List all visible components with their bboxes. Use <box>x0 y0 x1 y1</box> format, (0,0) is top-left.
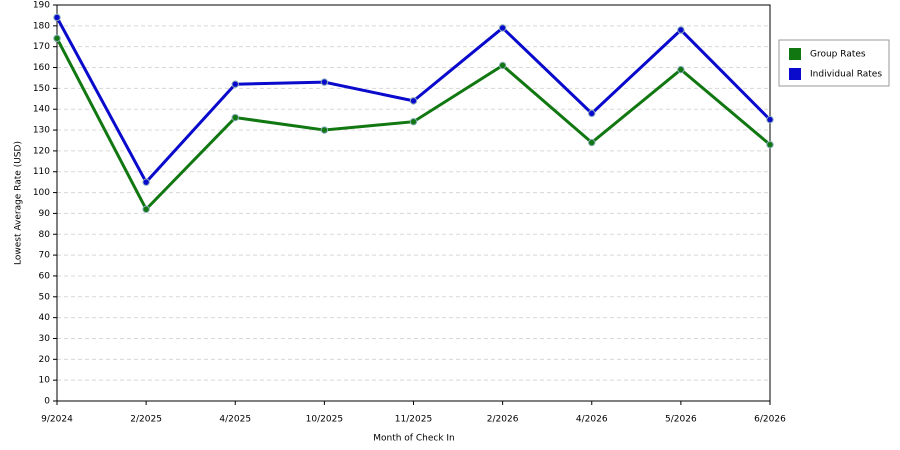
data-point <box>588 109 596 118</box>
y-tick-label: 120 <box>33 146 50 156</box>
y-tick-label: 0 <box>44 397 50 407</box>
legend-label: Individual Rates <box>810 70 882 80</box>
y-tick-label: 160 <box>33 63 50 73</box>
data-point <box>409 97 418 105</box>
data-point <box>677 65 685 74</box>
data-point <box>766 140 774 149</box>
data-point <box>588 138 596 147</box>
x-axis-title: Month of Check In <box>373 434 455 444</box>
x-tick-label: 10/2025 <box>306 415 343 425</box>
y-tick-label: 90 <box>39 209 51 219</box>
data-point <box>320 126 329 134</box>
x-tick-label: 2/2026 <box>487 415 519 425</box>
y-tick-label: 30 <box>39 334 51 344</box>
y-tick-label: 150 <box>33 84 50 94</box>
data-point <box>498 24 507 32</box>
data-point <box>53 13 61 22</box>
y-tick-label: 100 <box>33 188 50 198</box>
y-tick-label: 180 <box>33 21 50 31</box>
y-tick-label: 110 <box>33 167 50 177</box>
x-tick-label: 6/2026 <box>754 415 786 425</box>
y-axis-title: Lowest Average Rate (USD) <box>14 141 24 265</box>
legend-label: Group Rates <box>810 50 866 60</box>
y-tick-label: 10 <box>39 376 51 386</box>
data-point <box>498 61 507 70</box>
data-point <box>142 205 150 213</box>
y-tick-label: 20 <box>39 355 51 365</box>
data-point <box>231 80 239 88</box>
y-tick-label: 40 <box>39 313 51 323</box>
y-tick-label: 170 <box>33 42 50 52</box>
data-point <box>231 113 239 122</box>
data-point <box>677 26 685 34</box>
data-point <box>320 78 329 86</box>
legend-swatch <box>789 48 801 60</box>
x-tick-label: 2/2025 <box>130 415 162 425</box>
x-tick-label: 4/2025 <box>219 415 251 425</box>
data-point <box>142 178 150 186</box>
plot-area <box>57 5 770 401</box>
y-tick-label: 190 <box>33 1 50 11</box>
x-tick-label: 4/2026 <box>576 415 608 425</box>
x-tick-label: 11/2025 <box>395 415 432 425</box>
x-tick-label: 9/2024 <box>41 415 73 425</box>
y-tick-label: 70 <box>39 251 51 261</box>
y-tick-label: 50 <box>39 292 51 302</box>
legend-swatch <box>789 68 801 80</box>
data-point <box>409 118 418 126</box>
y-tick-label: 130 <box>33 126 50 136</box>
data-point <box>766 115 774 124</box>
y-tick-label: 80 <box>39 230 51 240</box>
data-point <box>53 34 61 43</box>
x-tick-label: 5/2026 <box>665 415 697 425</box>
y-tick-label: 60 <box>39 271 51 281</box>
y-tick-label: 140 <box>33 105 50 115</box>
